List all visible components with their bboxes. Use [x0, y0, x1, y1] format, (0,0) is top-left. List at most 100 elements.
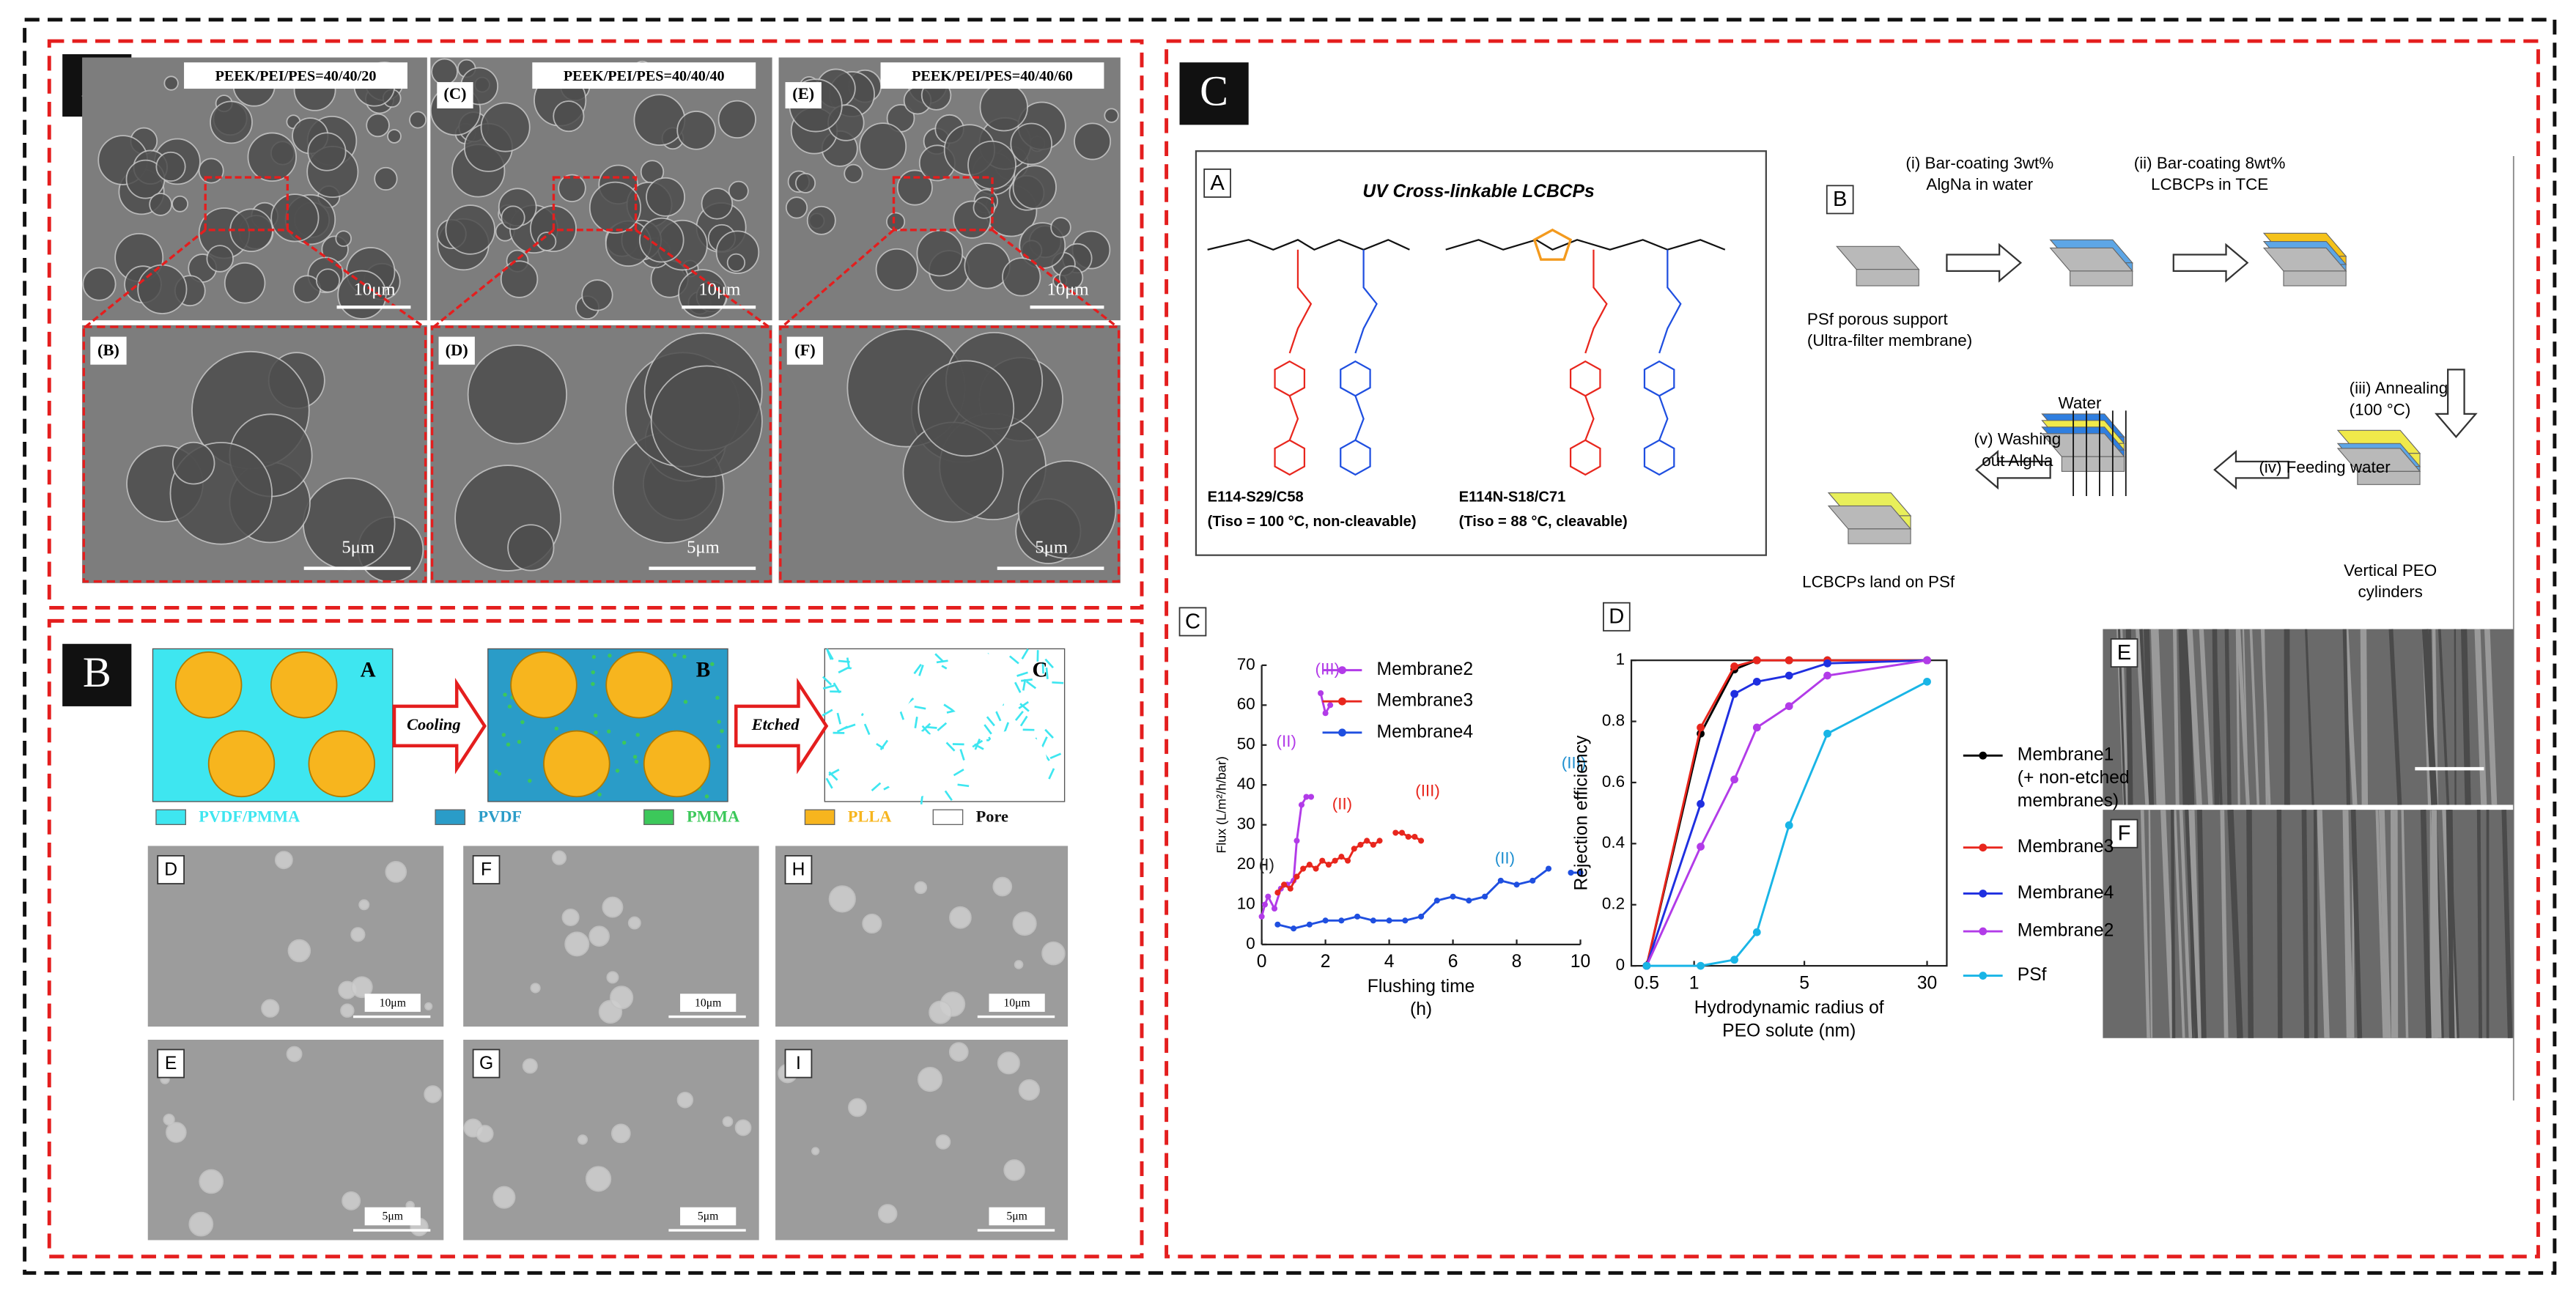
texture	[588, 181, 642, 234]
linker	[1532, 228, 1573, 261]
texture	[634, 759, 639, 764]
step-label: AlgNa in water	[1926, 175, 2033, 193]
texture	[274, 851, 293, 870]
membrane-side	[2061, 456, 2125, 472]
y-axis-label: Rejection efficiency	[1571, 735, 1591, 891]
texture	[503, 692, 507, 697]
data-point	[1785, 702, 1793, 711]
texture	[1018, 700, 1029, 709]
data-point	[1466, 898, 1472, 904]
texture	[948, 1042, 969, 1062]
texture	[994, 709, 1002, 722]
texture	[1021, 679, 1033, 682]
zoom-line	[432, 229, 555, 328]
step-tag: B	[696, 659, 710, 682]
data-point	[1513, 881, 1520, 888]
ring	[1569, 439, 1601, 476]
legend-marker	[1979, 890, 1988, 898]
legend-label: PMMA	[687, 807, 740, 826]
annotation: (II)	[1495, 849, 1515, 867]
texture	[921, 725, 931, 736]
texture	[2401, 810, 2409, 1038]
particle	[643, 730, 711, 798]
texture	[929, 1000, 953, 1024]
texture	[307, 132, 347, 171]
data-point	[1642, 961, 1651, 970]
legend-note: membranes)	[2018, 791, 2119, 810]
x-tick-label: 4	[1384, 952, 1395, 972]
texture	[2420, 810, 2432, 1038]
texture	[2196, 810, 2207, 1038]
texture	[1002, 257, 1041, 297]
texture	[717, 720, 721, 724]
texture	[506, 742, 511, 747]
x-tick-label: 2	[1321, 952, 1331, 972]
texture	[972, 739, 983, 748]
texture	[918, 360, 1015, 457]
data-point	[1497, 877, 1504, 884]
legend-label: Membrane4	[2018, 883, 2114, 903]
data-point	[1752, 723, 1761, 732]
texture	[2188, 810, 2202, 1038]
texture	[82, 267, 117, 301]
texture	[825, 777, 833, 789]
data-point	[1322, 917, 1329, 924]
texture	[607, 729, 611, 733]
data-point	[1730, 689, 1738, 698]
scale-label: 10μm	[380, 997, 406, 1009]
step-label: Water	[2059, 393, 2102, 412]
texture	[2305, 629, 2314, 805]
texture	[1041, 941, 1066, 966]
legend-label: Membrane2	[1377, 659, 1473, 679]
sub-tag: A	[1210, 171, 1225, 195]
membrane-side	[2283, 270, 2347, 286]
texture	[959, 749, 965, 761]
texture	[163, 1113, 175, 1126]
arrow	[392, 678, 487, 774]
texture	[171, 195, 189, 212]
texture	[2136, 629, 2149, 805]
data-point	[1730, 775, 1738, 784]
step-label: out AlgNa	[1982, 451, 2053, 470]
texture	[149, 193, 173, 216]
texture	[914, 717, 918, 728]
data-point	[1697, 843, 1705, 851]
arrow-label: Etched	[751, 715, 800, 733]
texture	[806, 205, 836, 235]
data-point	[1568, 869, 1574, 876]
data-point	[1923, 656, 1931, 665]
texture	[431, 58, 458, 86]
texture	[553, 100, 585, 133]
panel-tag-box	[62, 643, 132, 706]
texture	[476, 1125, 494, 1143]
texture	[785, 196, 808, 219]
sub-tag-box	[2110, 638, 2138, 668]
sub-tag: I	[796, 1054, 801, 1073]
legend-label: PSf	[2018, 965, 2047, 985]
data-point	[1364, 838, 1370, 844]
texture	[517, 739, 522, 744]
panel-c-border	[1165, 39, 2540, 1259]
scale-label: 10μm	[698, 279, 740, 299]
data-point	[1405, 833, 1411, 840]
legend-swatch	[643, 809, 674, 825]
scale-box	[680, 1207, 737, 1226]
legend-label: Membrane3	[2018, 837, 2114, 857]
data-point	[1418, 838, 1425, 844]
side-chain	[1584, 249, 1608, 354]
texture	[507, 524, 555, 572]
sub-tag: G	[479, 1054, 493, 1073]
texture	[2199, 629, 2213, 805]
y-tick-label: 10	[1237, 894, 1255, 912]
texture	[210, 100, 253, 144]
data-point	[1823, 659, 1831, 668]
sub-tag-box	[1203, 168, 1231, 198]
caption-box	[880, 62, 1104, 89]
legend-label: Membrane3	[1377, 691, 1473, 711]
ring	[1340, 439, 1371, 476]
texture	[2179, 810, 2193, 1038]
process-arrow	[2213, 450, 2289, 490]
texture	[986, 716, 995, 727]
micrograph	[430, 325, 772, 583]
